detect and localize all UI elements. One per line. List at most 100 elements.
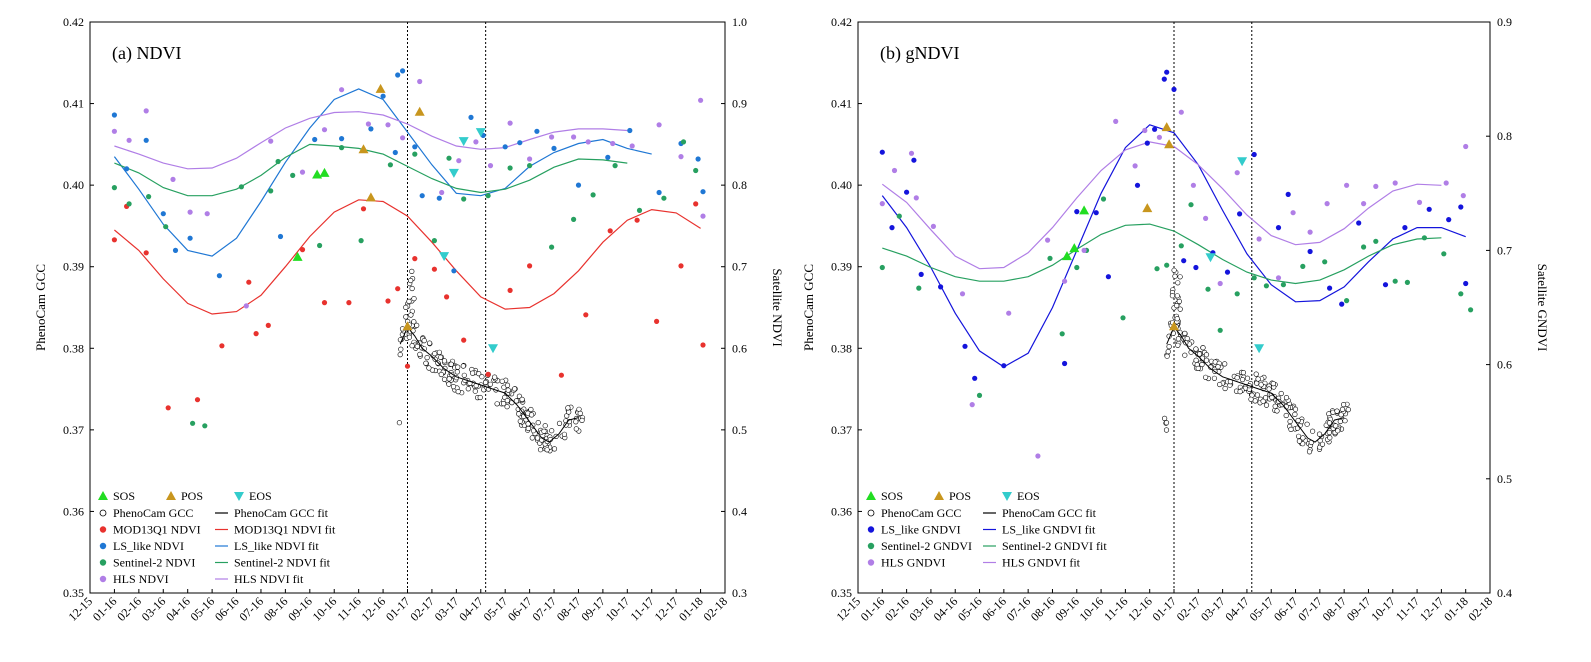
data-point [339, 145, 345, 151]
data-point [202, 423, 208, 429]
data-point [976, 392, 983, 398]
series-points-1 [879, 196, 1474, 398]
phenology-marker-sos [1079, 205, 1090, 215]
phenology-marker-pos [402, 321, 413, 331]
gcc-point [1174, 303, 1180, 309]
data-point [412, 144, 418, 150]
phenology-eos [439, 128, 498, 354]
phenology-marker-eos [458, 137, 469, 147]
data-point [1463, 143, 1469, 150]
data-point [219, 343, 225, 349]
data-point [1402, 225, 1408, 231]
data-point [502, 144, 508, 150]
gcc-point [406, 298, 412, 305]
y2-tick-label: 0.9 [1497, 15, 1512, 29]
y-tick-label: 0.36 [63, 504, 84, 518]
legend-label: POS [181, 489, 203, 503]
series-points-1 [111, 68, 706, 279]
gcc-point [1319, 441, 1326, 447]
gcc-point [1200, 345, 1206, 351]
fit-line-0 [881, 124, 1466, 368]
x-tick-label: 04-17 [456, 594, 486, 624]
data-point [473, 139, 479, 145]
x-tick-label: 01-18 [676, 594, 706, 624]
x-tick-label: 09-16 [285, 594, 315, 624]
gcc-fit-line [399, 326, 579, 443]
gcc-point [542, 423, 548, 429]
data-point [1285, 191, 1291, 197]
gcc-point [423, 360, 429, 366]
data-point [111, 185, 117, 191]
data-point [400, 135, 406, 141]
data-point [1443, 180, 1449, 186]
gcc-fit-line [1166, 326, 1345, 443]
data-point [1100, 196, 1107, 202]
x-tick-label: 02-18 [700, 594, 730, 624]
gcc-point [1272, 403, 1278, 409]
series-points-2 [111, 139, 699, 429]
gcc-point [494, 401, 500, 407]
data-point [583, 312, 589, 318]
gcc-point [1254, 392, 1260, 398]
gcc-point [436, 349, 443, 355]
data-point [436, 195, 442, 201]
data-point [468, 114, 474, 120]
data-point [485, 193, 491, 199]
data-point [879, 264, 885, 271]
x-tick-label: 09-16 [1052, 594, 1082, 624]
series-points-2 [879, 109, 1469, 459]
x-tick-label: 03-17 [432, 594, 462, 624]
gcc-point [1269, 394, 1275, 401]
data-point [695, 156, 701, 162]
gcc-point [446, 376, 452, 382]
data-point [461, 337, 467, 343]
phenology-marker-sos [292, 251, 303, 261]
data-point [321, 300, 328, 306]
gcc-point [1258, 382, 1264, 388]
phenology-eos [1205, 157, 1265, 354]
data-point [1426, 206, 1432, 212]
data-point [1392, 278, 1398, 284]
data-point [1062, 278, 1068, 284]
data-point [243, 303, 249, 309]
data-point [656, 189, 662, 196]
data-point [461, 196, 467, 202]
chart-title: (a) NDVI [112, 43, 181, 64]
legend-label: PhenoCam GCC fit [234, 506, 329, 520]
data-point [605, 154, 611, 160]
legend-label: LS_like NDVI fit [234, 539, 319, 553]
gcc-point [499, 378, 505, 384]
data-point [1144, 140, 1150, 146]
legend-marker-pos [166, 491, 176, 500]
y-axis-label: PhenoCam GCC [801, 264, 816, 351]
data-point [1203, 215, 1209, 221]
data-point [507, 120, 513, 126]
gcc-point [504, 382, 511, 388]
gcc-point [438, 354, 444, 360]
gcc-point [417, 351, 423, 358]
legend-point [867, 559, 875, 566]
data-point [1256, 236, 1262, 242]
data-point [911, 157, 917, 163]
data-point [1081, 247, 1087, 253]
data-point [290, 172, 296, 178]
phenology-marker-sos [319, 167, 330, 177]
data-point [1093, 210, 1099, 216]
data-point [1062, 360, 1068, 367]
legend-label: EOS [249, 489, 272, 503]
phenology-marker-pos [1142, 203, 1153, 213]
legend-label: Sentinel-2 GNDVI fit [1002, 539, 1107, 553]
gcc-point [519, 396, 525, 403]
data-point [1307, 248, 1313, 255]
legend-label: PhenoCam GCC [881, 506, 961, 520]
legend-point [99, 542, 107, 550]
y2-tick-label: 0.5 [1497, 472, 1512, 486]
y2-tick-label: 0.5 [732, 423, 747, 437]
x-tick-label: 01-17 [383, 594, 413, 624]
data-point [585, 139, 591, 145]
x-tick-label: 03-17 [1198, 594, 1228, 624]
legend-label: LS_like NDVI [113, 539, 184, 553]
x-tick-label: 11-17 [1393, 594, 1422, 623]
y2-tick-label: 0.8 [1497, 129, 1512, 143]
y2-tick-label: 0.6 [1497, 358, 1512, 372]
